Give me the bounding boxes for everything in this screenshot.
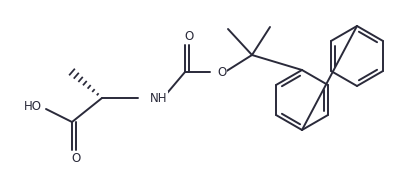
Text: O: O (217, 66, 226, 79)
Text: HO: HO (24, 100, 42, 114)
Text: NH: NH (150, 91, 168, 105)
Text: O: O (184, 31, 194, 43)
Text: O: O (71, 153, 81, 165)
